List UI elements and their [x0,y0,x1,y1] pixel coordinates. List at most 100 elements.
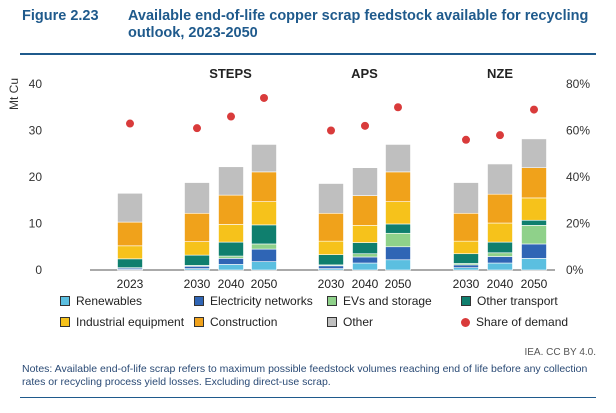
bar-segment [453,240,479,255]
bar-segment [352,195,378,226]
bar-segment [251,201,277,226]
footer-divider [20,397,596,398]
bar-segment [385,223,411,234]
y2-tick-label: 20% [566,217,590,231]
bar-segment [487,241,513,254]
x-tick-label: 2023 [117,277,144,291]
x-tick-label: 2050 [251,277,278,291]
bar-segment [487,193,513,224]
x-tick-label: 2040 [487,277,514,291]
scenario-label: NZE [487,66,513,81]
bar-segment [218,224,244,243]
bar-segment [218,241,244,257]
bar-segment [453,264,479,268]
header-divider [20,53,596,55]
bar-segment [385,232,411,248]
bar-segment [251,144,277,173]
bar-segment [184,182,210,214]
legend-item: Renewables [60,294,142,308]
bar-segment [521,225,547,245]
y-axis-label: Mt Cu [7,78,21,110]
legend-label: Other transport [477,294,558,308]
bar-segment [352,167,378,196]
bar-segment [385,201,411,225]
y2-tick-label: 80% [566,77,590,91]
bar-segment [218,166,244,196]
legend-item: Share of demand [461,315,568,329]
bar-segment [184,265,210,269]
figure-label: Figure 2.23 [22,8,99,24]
x-tick-label: 2030 [318,277,345,291]
bar-segment [352,225,378,243]
legend-swatch [60,317,70,327]
bar-segment [117,221,143,247]
figure-title: Available end-of-life copper scrap feeds… [128,8,589,41]
bar-segment [521,167,547,199]
bar-segment [453,182,479,214]
bar-segment [521,258,547,271]
legend-label: EVs and storage [343,294,432,308]
bar-segment [385,259,411,271]
x-tick-label: 2040 [218,277,245,291]
legend-swatch [461,296,471,306]
bar-segment [218,258,244,265]
bar-segment [352,242,378,255]
bar-segment [453,253,479,264]
share-of-demand-point [394,103,402,112]
bar-segment [218,194,244,225]
legend-label: Other [343,315,374,329]
legend-label: Renewables [76,294,143,308]
legend-item: Construction [194,315,277,329]
x-tick-label: 2040 [352,277,379,291]
legend-label: Construction [210,315,278,329]
bar-segment [453,267,479,271]
y-tick-label: 30 [29,124,43,138]
legend-swatch [194,317,204,327]
figure-header: Figure 2.23 Available end-of-life copper… [22,8,602,54]
legend-swatch [194,296,204,306]
legend-swatch [327,317,337,327]
bar-segment [385,144,411,173]
bar-segment [318,212,344,242]
share-of-demand-point [361,121,369,130]
share-of-demand-point [126,119,134,128]
bar-segment [251,171,277,202]
notes-text: Notes: Available end-of-life scrap refer… [22,363,588,388]
bar-segment [218,255,244,259]
share-of-demand-point [193,124,201,133]
bar-segment [385,171,411,202]
bar-segment [251,261,277,271]
share-of-demand-point [260,93,268,102]
bar-segment [487,222,513,243]
bar-segment [352,256,378,264]
scenario-label: APS [351,66,378,81]
bar-segment [117,245,143,260]
bar-segment [521,197,547,221]
bar-segment [251,248,277,262]
bar-segment [318,240,344,255]
legend-item: Industrial equipment [60,315,184,329]
legend-item: Electricity networks [194,294,313,308]
bar-segment [318,254,344,266]
y-tick-label: 10 [29,217,43,231]
legend-label: Share of demand [476,315,569,329]
bar-segment [251,224,277,245]
bar-segment [251,243,277,250]
bar-segment [385,246,411,261]
y2-tick-label: 0% [566,263,584,277]
y2-tick-label: 40% [566,170,590,184]
x-tick-label: 2030 [453,277,480,291]
bar-segment [521,243,547,259]
bar-segment [521,219,547,226]
bar-segment [318,265,344,269]
share-of-demand-point [462,135,470,144]
bar-segment [521,138,547,169]
legend-swatch [327,296,337,306]
bar-segment [117,258,143,268]
x-tick-label: 2050 [521,277,548,291]
bar-segment [487,262,513,271]
scenario-label: STEPS [209,66,252,81]
bar-segment [487,252,513,257]
bar-segment [352,262,378,271]
y-tick-label: 0 [35,263,42,277]
